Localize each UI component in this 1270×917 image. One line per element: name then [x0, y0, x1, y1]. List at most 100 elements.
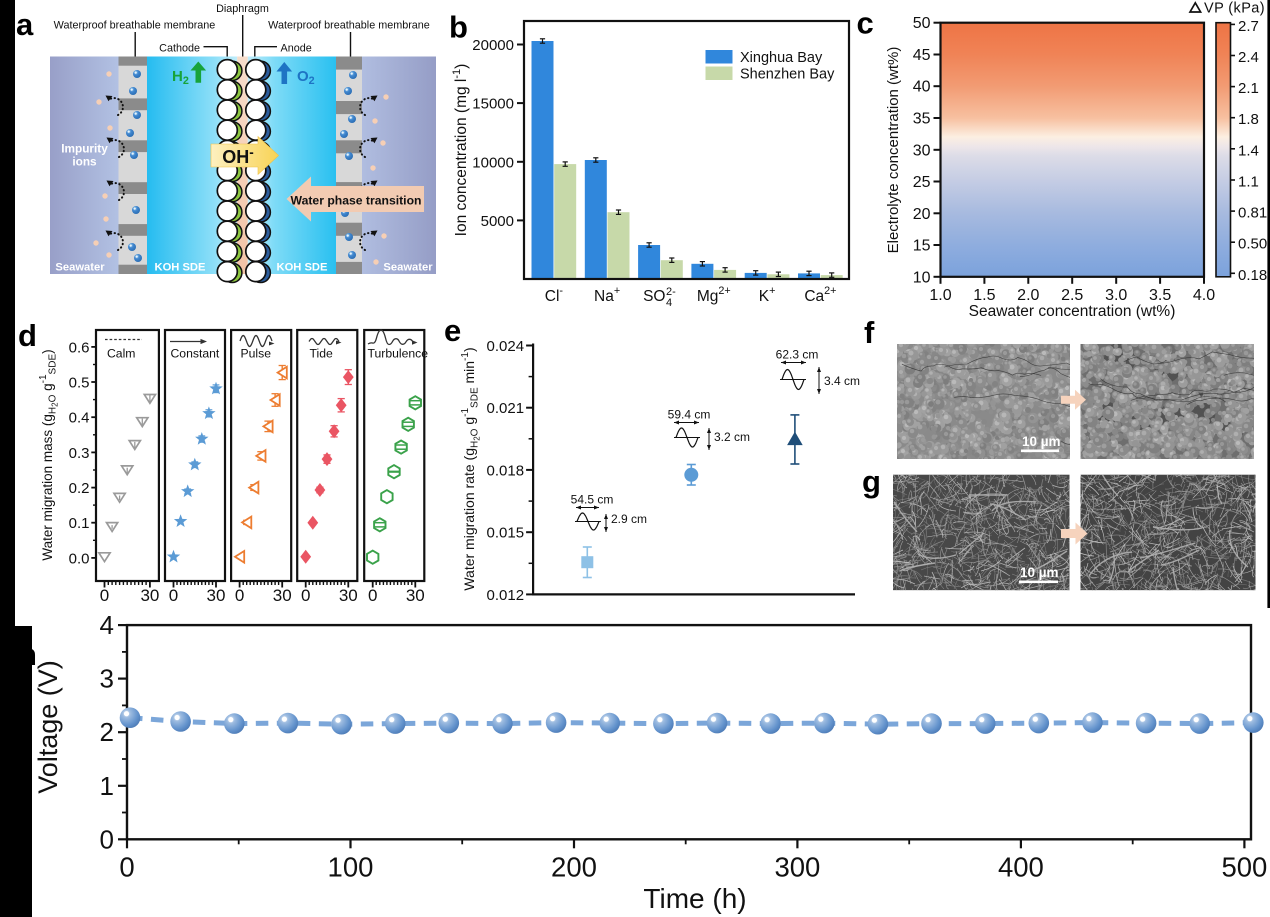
- svg-text:KOH SDE: KOH SDE: [155, 262, 207, 274]
- svg-text:Impurity: Impurity: [61, 142, 108, 156]
- svg-text:Anode: Anode: [281, 43, 312, 55]
- svg-text:Xinghua Bay: Xinghua Bay: [740, 50, 823, 66]
- svg-text:g: g: [862, 464, 881, 499]
- svg-text:0: 0: [100, 586, 109, 605]
- svg-text:0: 0: [368, 586, 377, 605]
- svg-text:4.0: 4.0: [1193, 287, 1215, 304]
- svg-text:2-: 2-: [666, 286, 676, 298]
- svg-text:3: 3: [100, 664, 114, 694]
- svg-text:50: 50: [913, 15, 931, 32]
- svg-text:VP (kPa): VP (kPa): [1204, 1, 1265, 17]
- svg-text:0.024: 0.024: [487, 338, 525, 355]
- svg-text:KOH SDE: KOH SDE: [277, 262, 329, 274]
- svg-text:O2: O2: [297, 68, 315, 87]
- svg-text:100: 100: [328, 851, 374, 882]
- svg-text:2: 2: [100, 717, 114, 747]
- svg-text:500: 500: [1221, 851, 1267, 882]
- svg-text:Ca2+: Ca2+: [804, 285, 836, 305]
- svg-text:3.4 cm: 3.4 cm: [824, 374, 860, 388]
- svg-text:0.3: 0.3: [69, 445, 90, 462]
- svg-text:30: 30: [140, 586, 159, 605]
- svg-text:1: 1: [100, 771, 114, 801]
- svg-text:1.1: 1.1: [1238, 174, 1259, 191]
- svg-text:30: 30: [406, 586, 425, 605]
- svg-text:54.5 cm: 54.5 cm: [571, 493, 614, 507]
- svg-text:0.012: 0.012: [487, 587, 525, 604]
- svg-text:1.4: 1.4: [1238, 142, 1259, 159]
- svg-text:0.2: 0.2: [69, 480, 90, 497]
- svg-text:10 µm: 10 µm: [1022, 434, 1061, 449]
- svg-text:Time (h): Time (h): [643, 883, 746, 914]
- svg-text:0: 0: [169, 586, 178, 605]
- svg-text:e: e: [444, 313, 461, 348]
- svg-text:1.0: 1.0: [929, 287, 951, 304]
- svg-text:Diaphragm: Diaphragm: [216, 3, 269, 15]
- svg-text:0.018: 0.018: [487, 462, 525, 479]
- svg-text:Shenzhen Bay: Shenzhen Bay: [740, 67, 835, 83]
- svg-text:200: 200: [551, 851, 597, 882]
- svg-text:2.0: 2.0: [1017, 287, 1039, 304]
- svg-text:Seawater: Seawater: [383, 262, 433, 274]
- svg-text:K+: K+: [759, 285, 776, 305]
- svg-text:5000: 5000: [481, 213, 514, 230]
- svg-text:Cathode: Cathode: [159, 43, 200, 55]
- svg-text:Ion concentration (mg l-1): Ion concentration (mg l-1): [451, 64, 470, 237]
- svg-text:10 µm: 10 µm: [1020, 565, 1059, 580]
- svg-text:3.5: 3.5: [1149, 287, 1171, 304]
- svg-text:Turbulence: Turbulence: [368, 347, 429, 361]
- svg-text:0.81: 0.81: [1238, 205, 1267, 222]
- svg-text:15: 15: [913, 238, 931, 255]
- svg-text:20000: 20000: [472, 37, 514, 54]
- svg-text:45: 45: [913, 47, 931, 64]
- svg-text:Cl-: Cl-: [545, 285, 564, 305]
- svg-text:0.021: 0.021: [487, 400, 525, 417]
- svg-text:10000: 10000: [472, 154, 514, 171]
- svg-text:0: 0: [100, 824, 114, 854]
- svg-text:400: 400: [998, 851, 1044, 882]
- svg-text:4: 4: [100, 610, 114, 640]
- svg-text:1.8: 1.8: [1238, 111, 1259, 128]
- svg-text:2.1: 2.1: [1238, 80, 1259, 97]
- svg-text:35: 35: [913, 111, 931, 128]
- svg-text:a: a: [16, 7, 34, 42]
- svg-text:2.4: 2.4: [1238, 49, 1259, 66]
- svg-text:2.9 cm: 2.9 cm: [611, 512, 647, 526]
- svg-text:3.0: 3.0: [1105, 287, 1127, 304]
- svg-text:Constant: Constant: [171, 347, 220, 361]
- svg-text:0: 0: [235, 586, 244, 605]
- svg-text:30: 30: [207, 586, 226, 605]
- svg-text:c: c: [857, 6, 874, 41]
- svg-text:62.3 cm: 62.3 cm: [776, 348, 819, 362]
- svg-text:Waterproof breathable membrane: Waterproof breathable membrane: [268, 20, 430, 32]
- svg-text:15000: 15000: [472, 96, 514, 113]
- svg-text:Water phase transition: Water phase transition: [291, 194, 422, 208]
- svg-text:Electrolyte concentration (wt%: Electrolyte concentration (wt%): [885, 47, 902, 254]
- svg-text:0.5: 0.5: [69, 375, 90, 392]
- svg-text:0.6: 0.6: [69, 339, 90, 356]
- svg-text:30: 30: [339, 586, 358, 605]
- svg-text:25: 25: [913, 174, 931, 191]
- svg-text:0.015: 0.015: [487, 525, 525, 542]
- svg-text:SO: SO: [643, 288, 665, 305]
- svg-text:0.18: 0.18: [1238, 267, 1267, 284]
- svg-text:Seawater concentration (wt%): Seawater concentration (wt%): [969, 303, 1176, 320]
- svg-text:Mg2+: Mg2+: [697, 285, 731, 305]
- svg-text:59.4 cm: 59.4 cm: [668, 408, 711, 422]
- svg-text:OH-: OH-: [222, 145, 254, 167]
- svg-text:2.5: 2.5: [1061, 287, 1083, 304]
- svg-text:3.2 cm: 3.2 cm: [714, 430, 750, 444]
- svg-text:Waterproof breathable membrane: Waterproof breathable membrane: [54, 20, 216, 32]
- svg-text:30: 30: [913, 142, 931, 159]
- svg-text:0.4: 0.4: [69, 410, 90, 427]
- svg-text:20: 20: [913, 206, 931, 223]
- svg-text:Tide: Tide: [310, 347, 333, 361]
- svg-text:Na+: Na+: [594, 285, 620, 305]
- svg-text:300: 300: [774, 851, 820, 882]
- svg-text:40: 40: [913, 79, 931, 96]
- svg-text:30: 30: [273, 586, 292, 605]
- svg-text:0.0: 0.0: [69, 550, 90, 567]
- svg-text:1.5: 1.5: [973, 287, 995, 304]
- svg-text:0.50: 0.50: [1238, 236, 1267, 253]
- svg-text:f: f: [864, 315, 875, 350]
- svg-text:0: 0: [301, 586, 310, 605]
